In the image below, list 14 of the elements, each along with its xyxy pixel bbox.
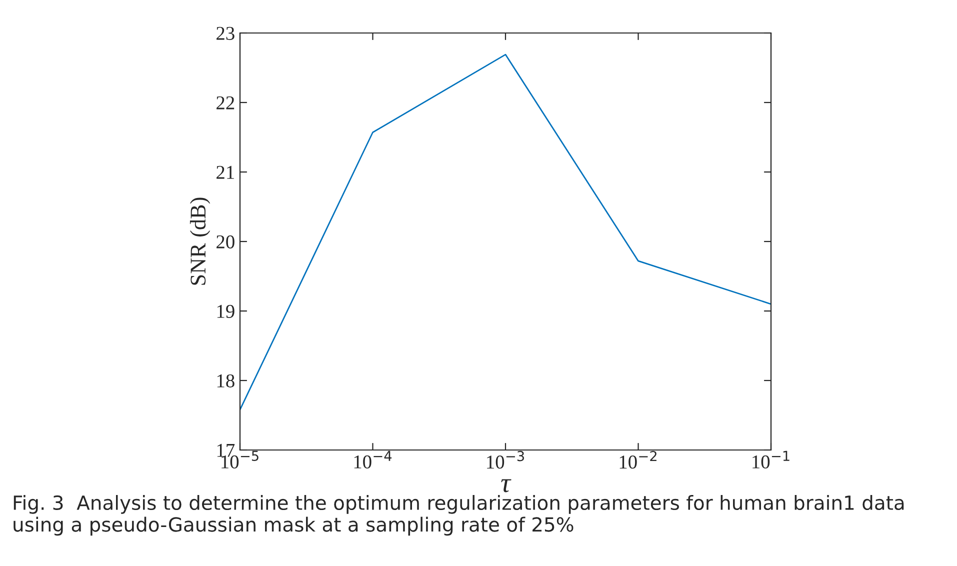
x-tick-label: 10$^{−3}$ xyxy=(487,450,524,469)
y-tick-label: 22 xyxy=(216,96,234,110)
x-axis-title: τ xyxy=(501,479,512,492)
caption: Fig. 3 Analysis to determine the optimum regularization parameters for human brain1 data using a pseudo-Gaussian mask at a sampling rate of 25% xyxy=(14,495,904,536)
y-tick-label: 23 xyxy=(216,26,234,40)
y-tick-label: 19 xyxy=(217,304,234,318)
x-tick-label: 10$^{−1}$ xyxy=(752,450,790,468)
y-tick-label: 20 xyxy=(216,235,234,248)
x-tick-label: 10$^{−4}$ xyxy=(354,450,392,468)
line-series xyxy=(240,54,771,410)
x-tick-label: 10$^{−2}$ xyxy=(620,450,656,469)
y-axis-title: SNR (dB) xyxy=(190,198,210,285)
y-tick-label: 18 xyxy=(217,374,234,388)
y-tick-label: 21 xyxy=(216,166,234,179)
